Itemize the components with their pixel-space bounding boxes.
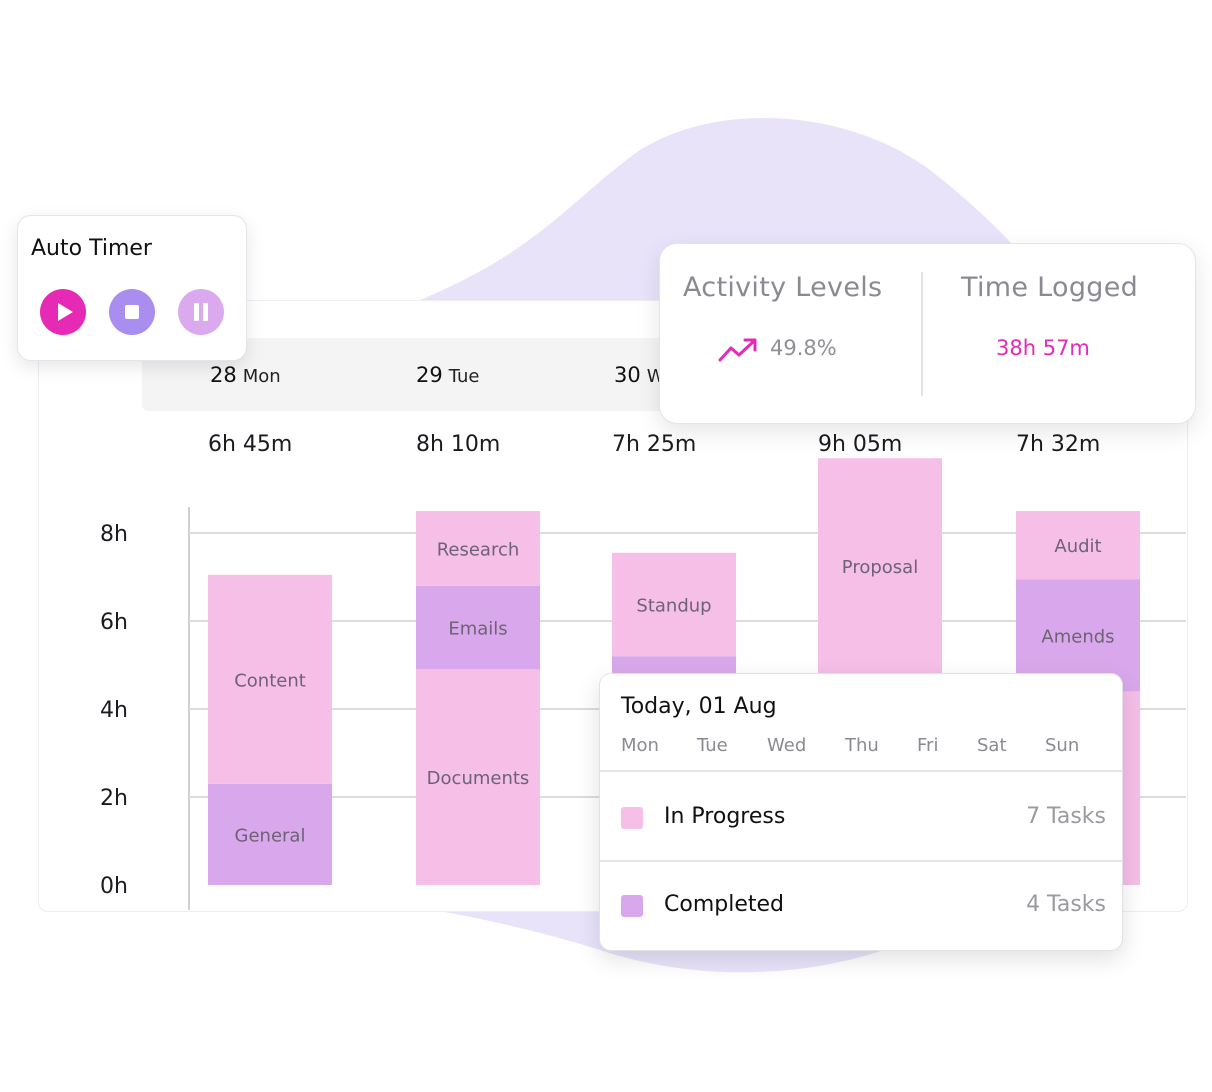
activity-levels-label: Activity Levels	[683, 272, 883, 303]
stop-button[interactable]	[109, 289, 155, 335]
status-count: 4 Tasks	[1026, 892, 1106, 917]
auto-timer-card: Auto Timer	[17, 215, 247, 361]
stop-icon	[125, 305, 139, 319]
weekday-sun[interactable]: Sun	[1045, 735, 1080, 756]
y-tick-label: 8h	[100, 522, 128, 547]
time-logged-label: Time Logged	[961, 272, 1139, 303]
day-number: 30	[614, 363, 641, 387]
weekday-sat[interactable]: Sat	[977, 735, 1007, 756]
bar-segment-label: General	[235, 825, 306, 846]
day-number: 29	[416, 363, 443, 387]
y-tick-label: 0h	[100, 874, 128, 899]
trending-up-icon	[718, 338, 757, 362]
y-tick-label: 4h	[100, 698, 128, 723]
bar-segment	[1016, 511, 1140, 580]
bar-segment-label: Emails	[448, 619, 507, 640]
bar-segment-label: Amends	[1041, 626, 1114, 647]
day-name: Tue	[448, 366, 480, 387]
weekday-fri[interactable]: Fri	[917, 735, 939, 756]
bar-segment-label: Content	[234, 670, 306, 691]
bar-segment-label: Research	[437, 539, 520, 560]
calendar-date-title: Today, 01 Aug	[621, 694, 777, 719]
pause-icon	[194, 303, 208, 321]
play-button[interactable]	[40, 289, 86, 335]
pause-button[interactable]	[178, 289, 224, 335]
time-logged-value: 38h 57m	[996, 336, 1090, 360]
completed-swatch	[621, 895, 643, 917]
weekday-wed[interactable]: Wed	[767, 735, 807, 756]
bar-segment	[208, 574, 332, 784]
y-tick-label: 6h	[100, 610, 128, 635]
status-label: In Progress	[664, 804, 786, 829]
bar-segment	[416, 669, 540, 885]
bar-segment	[416, 585, 540, 670]
day-total-3: 7h 25m	[612, 432, 697, 457]
day-number: 28	[210, 363, 237, 387]
bar-segment-label: Documents	[427, 768, 530, 789]
status-row-completed[interactable]: Completed 4 Tasks	[600, 876, 1122, 936]
bar-segment	[818, 458, 942, 674]
weekday-tue[interactable]: Tue	[697, 735, 728, 756]
calendar-popup: Today, 01 Aug Mon Tue Wed Thu Fri Sat Su…	[599, 673, 1123, 951]
weekday-mon[interactable]: Mon	[621, 735, 659, 756]
activity-value: 49.8%	[770, 336, 837, 360]
day-header-1[interactable]: 28 Mon	[210, 363, 281, 387]
day-total-2: 8h 10m	[416, 432, 501, 457]
y-tick-label: 2h	[100, 786, 128, 811]
divider	[600, 770, 1122, 772]
day-total-1: 6h 45m	[208, 432, 293, 457]
play-icon	[58, 303, 73, 321]
bar-segment	[1016, 579, 1140, 692]
auto-timer-title: Auto Timer	[31, 236, 152, 261]
bar-segment	[612, 552, 736, 657]
status-count: 7 Tasks	[1026, 804, 1106, 829]
in-progress-swatch	[621, 807, 643, 829]
bar-segment-label: Standup	[636, 596, 711, 617]
weekday-thu[interactable]: Thu	[845, 735, 879, 756]
stats-card: Activity Levels Time Logged 49.8% 38h 57…	[659, 243, 1196, 424]
day-name: Mon	[242, 366, 281, 387]
status-label: Completed	[664, 892, 784, 917]
bar-segment	[416, 511, 540, 586]
bar-segment-label: Proposal	[842, 557, 918, 578]
status-row-in-progress[interactable]: In Progress 7 Tasks	[600, 788, 1122, 848]
day-total-4: 9h 05m	[818, 432, 903, 457]
bar-segment-label: Audit	[1054, 536, 1101, 557]
day-header-2[interactable]: 29 Tue	[416, 363, 479, 387]
stats-divider	[921, 272, 923, 396]
divider	[600, 860, 1122, 862]
day-total-5: 7h 32m	[1016, 432, 1101, 457]
bar-segment	[208, 783, 332, 885]
